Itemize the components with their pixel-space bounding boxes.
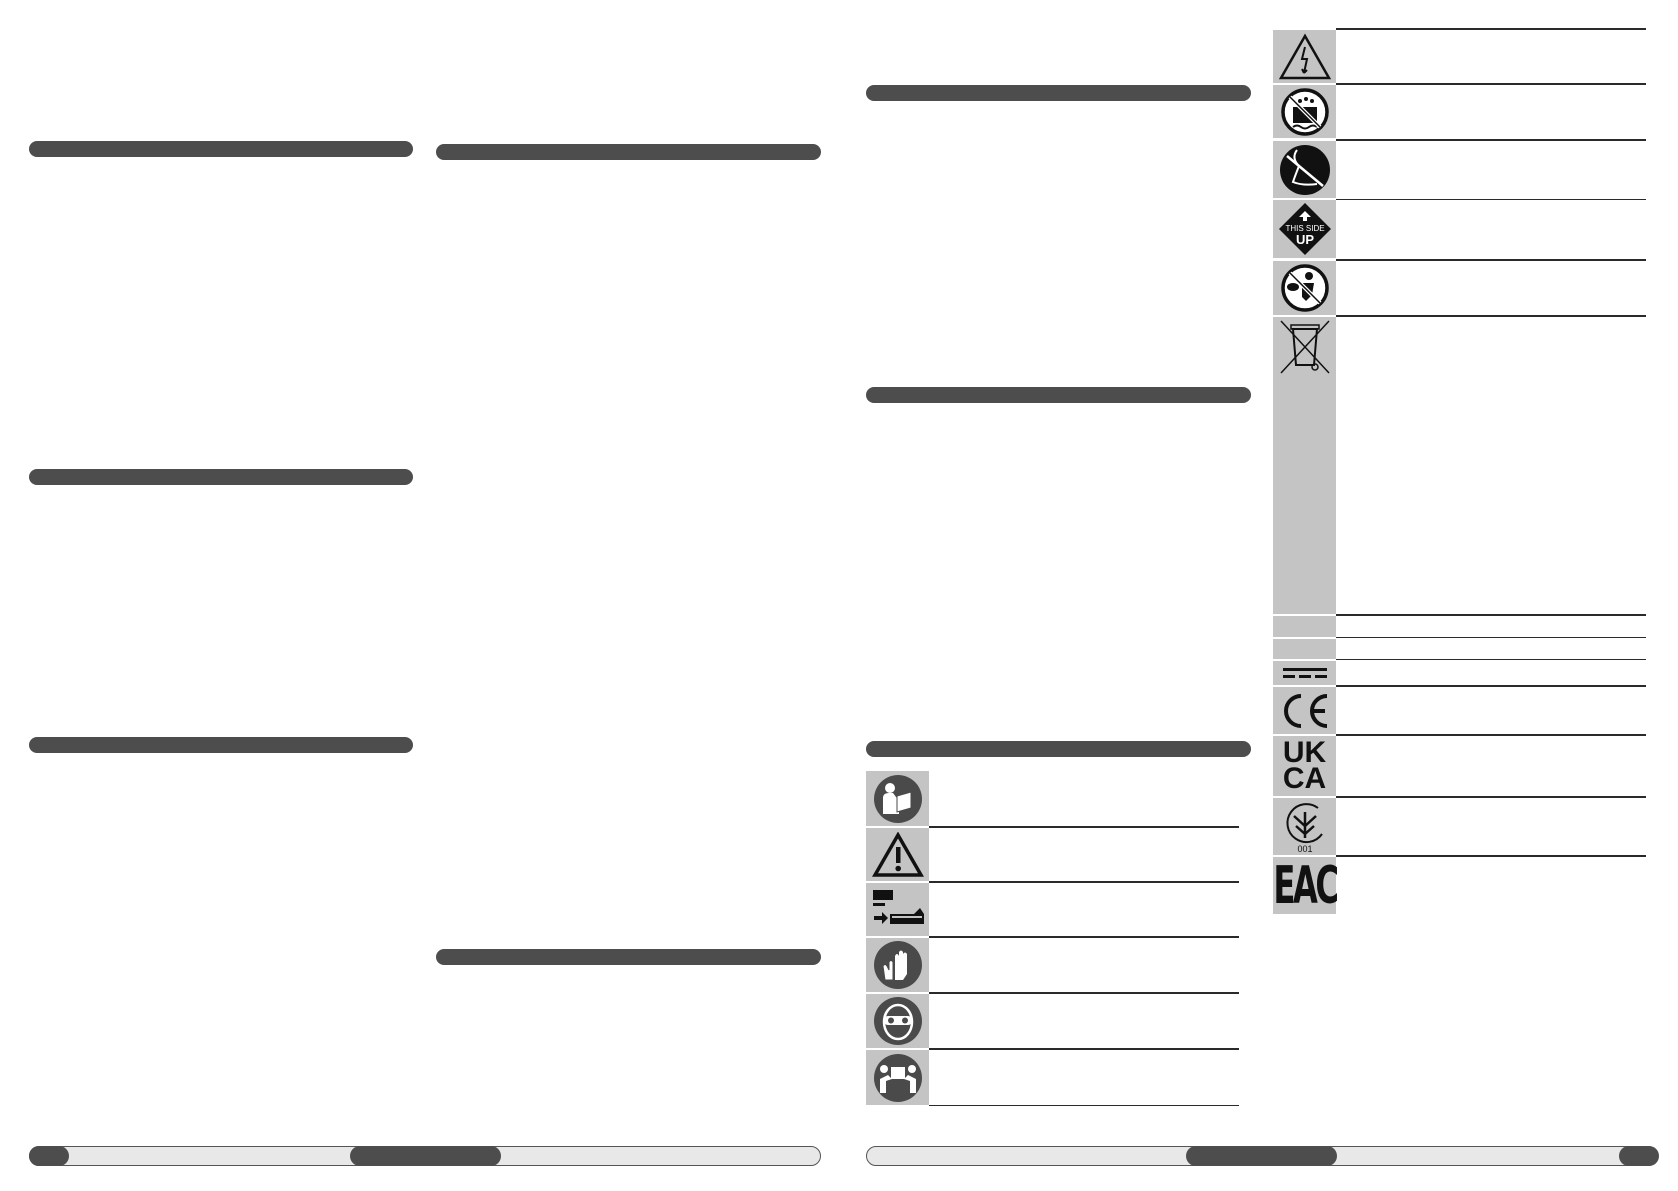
- row-divider: [929, 826, 1239, 828]
- row-divider: [1336, 315, 1646, 317]
- row-divider: [1336, 259, 1646, 261]
- section-header-bar: [866, 387, 1251, 403]
- page-footer-right: [866, 1145, 1659, 1166]
- row-divider: [1336, 685, 1646, 687]
- row-divider: [1336, 199, 1646, 200]
- svg-text:CE: CE: [1277, 690, 1279, 691]
- ukca-mark-icon: UK CA: [1273, 736, 1336, 796]
- warning-icon: [866, 828, 929, 881]
- no-wet-floor-icon: [1273, 141, 1336, 198]
- row-divider: [929, 992, 1239, 994]
- page-number-cap: [1618, 1145, 1659, 1166]
- two-person-lift-icon: [866, 1050, 929, 1105]
- this-side-up-icon: THIS SIDE UP: [1273, 200, 1336, 258]
- footer-center-tab: [1186, 1145, 1337, 1166]
- row-divider: [1336, 659, 1646, 660]
- blank-symbol-cell: [1273, 616, 1336, 637]
- footer-center-tab: [350, 1145, 501, 1166]
- row-divider: [1336, 614, 1646, 616]
- row-divider: [1336, 28, 1646, 30]
- ce-mark-icon: CE: [1273, 687, 1336, 734]
- row-divider: [1336, 637, 1646, 638]
- section-header-bar: [29, 469, 413, 485]
- row-divider: [1336, 855, 1646, 857]
- row-divider: [929, 1105, 1239, 1106]
- svg-text:THIS SIDE: THIS SIDE: [1285, 224, 1324, 233]
- section-header-bar: [436, 144, 821, 160]
- row-divider: [1336, 83, 1646, 85]
- page-footer-left: [28, 1145, 821, 1166]
- eac-mark-icon: EAC: [1272, 855, 1339, 916]
- weee-bin-icon: [1273, 317, 1336, 614]
- ukca-logo-line-2: CA: [1282, 762, 1327, 795]
- keep-from-children-icon: [1273, 261, 1336, 315]
- section-header-bar: [29, 141, 413, 157]
- row-divider: [1336, 139, 1646, 141]
- remove-battery-icon: [866, 883, 929, 936]
- read-manual-icon: [866, 771, 929, 826]
- gloves-icon: [866, 938, 929, 992]
- section-header-bar: [866, 741, 1251, 757]
- ukrsepro-mark-icon: 001: [1273, 798, 1336, 855]
- blank-symbol-cell: [1273, 639, 1336, 659]
- eac-logo-text: EAC: [1272, 855, 1339, 916]
- row-divider: [929, 936, 1239, 938]
- svg-text:UP: UP: [1295, 232, 1313, 247]
- electric-hazard-icon: [1273, 30, 1336, 83]
- row-divider: [929, 881, 1239, 883]
- no-water-icon: [1273, 85, 1336, 138]
- ukca-logo-line-1: UK: [1282, 736, 1327, 769]
- safety-goggles-icon: [866, 994, 929, 1048]
- svg-text:001: 001: [1297, 844, 1312, 854]
- section-header-bar: [29, 737, 413, 753]
- section-header-bar: [866, 85, 1251, 101]
- section-header-bar: [436, 949, 821, 965]
- row-divider: [1336, 734, 1646, 736]
- row-divider: [1336, 796, 1646, 798]
- page-number-cap: [28, 1145, 69, 1166]
- direct-current-icon: [1273, 661, 1336, 685]
- row-divider: [929, 1048, 1239, 1050]
